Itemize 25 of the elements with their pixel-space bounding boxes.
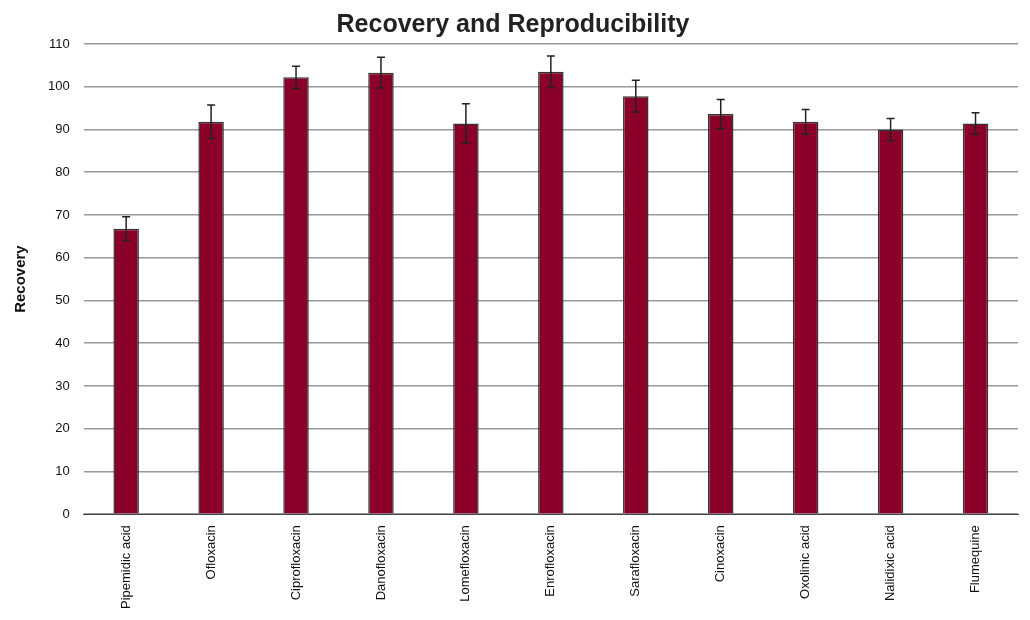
x-tick-label: Oxolinic acid (797, 525, 813, 599)
y-tick-label: 60 (55, 249, 70, 265)
x-tick-label: Ofloxacin (202, 525, 218, 580)
y-tick-label: 80 (55, 163, 70, 179)
y-tick-label: 110 (48, 35, 70, 51)
x-tick-label: Nalidixic acid (882, 525, 898, 602)
x-tick-label: Ciprofloxacin (287, 525, 303, 601)
x-tick-label: Danofloxacin (372, 525, 388, 601)
y-tick-label: 20 (55, 420, 70, 436)
y-tick-label: 10 (55, 463, 70, 479)
x-tick-label: Enrofloxacin (542, 525, 558, 597)
y-tick-label: 0 (62, 505, 70, 521)
y-tick-label: 70 (55, 206, 70, 222)
x-tick-label: Lomefloxacin (457, 525, 473, 602)
x-tick-label: Sarafloxacin (627, 525, 643, 597)
y-tick-label: 30 (55, 377, 70, 393)
y-tick-label: 40 (55, 334, 70, 350)
x-tick-label: Flumequine (967, 525, 983, 594)
y-tick-label: 50 (55, 292, 70, 308)
y-tick-label: 90 (55, 121, 70, 137)
y-tick-label: 100 (47, 78, 70, 94)
y-axis-title: Recovery (11, 244, 29, 313)
chart-title: Recovery and Reproducibility (336, 8, 690, 37)
x-tick-label: Pipemidic acid (117, 525, 133, 610)
x-tick-label: Cinoxacin (712, 525, 728, 583)
